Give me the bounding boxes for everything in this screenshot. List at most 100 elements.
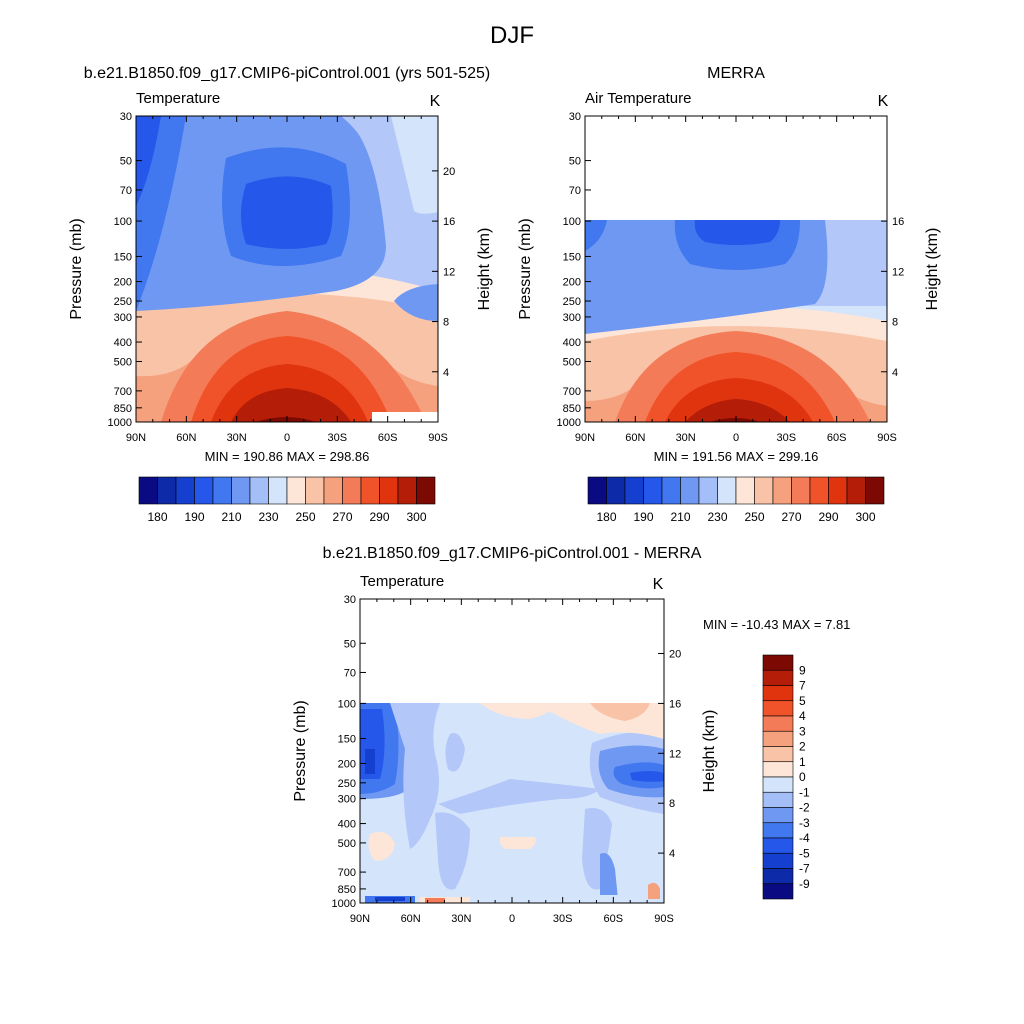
colorbar-swatch — [342, 476, 362, 505]
panel-diff-plot — [359, 598, 665, 904]
colorbar-swatch — [762, 868, 794, 885]
colorbar-label: 2 — [799, 740, 806, 754]
y-tick-label: 300 — [114, 312, 132, 324]
colorbar-swatch — [231, 476, 251, 505]
panel-model-units: K — [430, 93, 441, 110]
x-tick-label: 90S — [428, 432, 448, 444]
panel-diff-subtitle: Temperature — [360, 573, 444, 590]
x-tick-label: 0 — [284, 432, 290, 444]
y2-tick-label: 12 — [892, 266, 904, 278]
y-tick-label: 100 — [338, 698, 356, 710]
y-tick-label: 1000 — [557, 417, 581, 429]
y-tick-label: 100 — [114, 216, 132, 228]
colorbar-label: 180 — [596, 510, 616, 524]
y-tick-label: 700 — [114, 386, 132, 398]
x-tick-label: 30N — [227, 432, 247, 444]
y2-tick-label: 12 — [669, 748, 681, 760]
y-tick-label: 500 — [114, 357, 132, 369]
y-tick-label: 400 — [563, 337, 581, 349]
panel-obs-subtitle: Air Temperature — [585, 90, 691, 107]
colorbar-swatch — [606, 476, 626, 505]
y-tick-label: 400 — [114, 337, 132, 349]
colorbar-swatch — [643, 476, 663, 505]
colorbar-model: 180 190 210 230 250 270 290 300 — [138, 476, 436, 524]
x-tick-label: 60S — [604, 913, 624, 925]
colorbar-swatch — [305, 476, 325, 505]
y-tick-label: 30 — [120, 111, 132, 123]
y2-tick-label: 8 — [892, 317, 898, 329]
colorbar-swatch — [175, 476, 195, 505]
colorbar-swatch — [762, 669, 794, 686]
x-tick-label: 90N — [575, 432, 595, 444]
colorbar-label: 3 — [799, 724, 806, 738]
panel-obs-y2-axis: 16 12 8 4 — [881, 216, 904, 379]
colorbar-swatch — [762, 822, 794, 839]
panel-obs-plot — [584, 115, 888, 423]
x-tick-label: 60N — [625, 432, 645, 444]
panel-diff-title: b.e21.B1850.f09_g17.CMIP6-piControl.001 … — [323, 545, 702, 562]
y-tick-label: 850 — [563, 403, 581, 415]
x-tick-label: 90S — [654, 913, 674, 925]
colorbar-label: 210 — [221, 510, 241, 524]
y-tick-label: 70 — [344, 667, 356, 679]
x-tick-label: 0 — [733, 432, 739, 444]
colorbar-swatch — [735, 476, 755, 505]
colorbar-swatch — [791, 476, 811, 505]
x-tick-label: 30N — [451, 913, 471, 925]
colorbar-label: 4 — [799, 709, 806, 723]
y2-tick-label: 12 — [443, 266, 455, 278]
colorbar-swatch — [846, 476, 866, 505]
panel-obs: MERRA Air Temperature K 90N 60N 30N 0 30S 60S… — [517, 65, 941, 524]
colorbar-swatch — [661, 476, 681, 505]
y-tick-label: 100 — [563, 216, 581, 228]
colorbar-swatch — [762, 807, 794, 824]
colorbar-swatch — [379, 476, 399, 505]
colorbar-swatch — [157, 476, 177, 505]
figure-title: DJF — [490, 22, 534, 49]
colorbar-swatch — [397, 476, 417, 505]
colorbar-label: 180 — [147, 510, 167, 524]
colorbar-swatch — [865, 476, 885, 505]
panel-model: b.e21.B1850.f09_g17.CMIP6-piControl.001 … — [68, 65, 493, 524]
colorbar-swatch — [762, 730, 794, 747]
panel-model-stats: MIN = 190.86 MAX = 298.86 — [205, 449, 370, 464]
y2-tick-label: 20 — [669, 649, 681, 661]
y-tick-label: 50 — [344, 638, 356, 650]
panel-model-title: b.e21.B1850.f09_g17.CMIP6-piControl.001 … — [84, 65, 490, 82]
y-tick-label: 500 — [563, 357, 581, 369]
y-tick-label: 30 — [569, 111, 581, 123]
colorbar-swatch — [762, 700, 794, 717]
colorbar-swatch — [754, 476, 774, 505]
y2-tick-label: 20 — [443, 166, 455, 178]
x-tick-label: 30S — [553, 913, 573, 925]
y-tick-label: 1000 — [332, 898, 356, 910]
colorbar-label: 230 — [707, 510, 727, 524]
y-tick-label: 850 — [114, 403, 132, 415]
colorbar-label: -9 — [799, 877, 810, 891]
colorbar-swatch — [762, 685, 794, 702]
y-tick-label: 200 — [338, 758, 356, 770]
colorbar-swatch — [762, 852, 794, 869]
panel-diff-y-label: Pressure (mb) — [292, 700, 309, 801]
colorbar-label: -5 — [799, 846, 810, 860]
colorbar-swatch — [762, 715, 794, 732]
colorbar-label: 250 — [295, 510, 315, 524]
y-tick-label: 250 — [338, 778, 356, 790]
y-tick-label: 500 — [338, 838, 356, 850]
x-tick-label: 60N — [176, 432, 196, 444]
panel-model-x-axis: 90N 60N 30N 0 30S 60S 90S — [126, 116, 448, 444]
y-tick-label: 250 — [114, 296, 132, 308]
panel-model-y-axis: 30 50 70 100 150 200 250 300 400 500 700 850 1000 — [108, 111, 142, 429]
colorbar-swatch — [809, 476, 829, 505]
colorbar-swatch — [416, 476, 436, 505]
colorbar-label: 7 — [799, 679, 806, 693]
colorbar-label: 0 — [799, 770, 806, 784]
x-tick-label: 90S — [877, 432, 897, 444]
panel-model-y2-label: Height (km) — [476, 228, 493, 311]
colorbar-swatch — [360, 476, 380, 505]
y-tick-label: 150 — [114, 251, 132, 263]
colorbar-swatch — [762, 746, 794, 763]
y-tick-label: 150 — [563, 251, 581, 263]
colorbar-swatch — [212, 476, 232, 505]
colorbar-label: 270 — [781, 510, 801, 524]
